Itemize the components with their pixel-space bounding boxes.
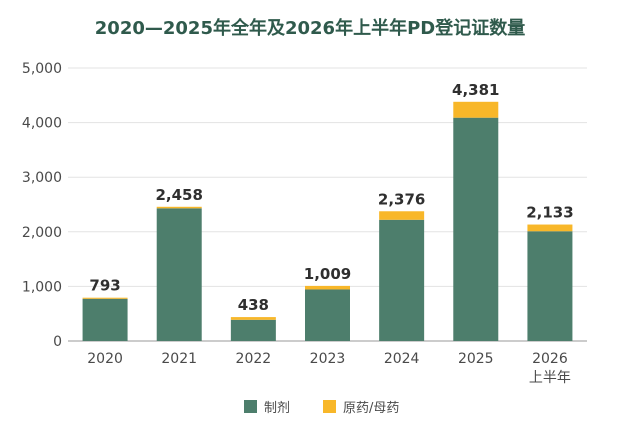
bar-formulation-4: [379, 219, 425, 341]
y-tick-label: 3,000: [22, 170, 62, 186]
bar-technical-6: [527, 224, 573, 232]
bars: [82, 101, 573, 341]
total-label: 793: [89, 277, 120, 295]
x-tick-label: 2024: [384, 351, 420, 367]
x-tick-label: 2020: [87, 351, 123, 367]
x-tick-label: 2023: [310, 351, 346, 367]
bar-formulation-5: [453, 117, 499, 341]
bar-formulation-6: [527, 231, 573, 341]
bar-technical-5: [453, 101, 499, 118]
y-tick-label: 2,000: [22, 225, 62, 241]
x-tick-label: 2026 上半年: [529, 351, 571, 386]
total-label: 4,381: [452, 81, 499, 99]
bar-technical-0: [82, 297, 128, 299]
total-label: 1,009: [304, 265, 351, 283]
x-axis: 2020 2021 2022 2023 2024 2025 2026 上半年: [87, 351, 571, 386]
legend-label-0: 制剂: [264, 401, 290, 416]
y-tick-label: 4,000: [22, 116, 62, 132]
total-label: 2,133: [526, 204, 573, 222]
y-tick-label: 0: [53, 334, 62, 350]
grid-lines: [68, 67, 587, 287]
legend: 制剂 原药/母药: [244, 400, 399, 416]
bar-technical-4: [379, 211, 425, 220]
y-axis: 0 1,000 2,000 3,000 4,000 5,000: [22, 61, 587, 350]
bar-formulation-0: [82, 298, 128, 341]
legend-label-1: 原药/母药: [343, 401, 399, 416]
y-tick-label: 1,000: [22, 279, 62, 295]
bar-formulation-3: [305, 289, 350, 341]
bar-technical-3: [305, 285, 350, 290]
y-tick-label: 5,000: [22, 61, 62, 77]
legend-swatch-1: [323, 400, 336, 413]
legend-swatch-0: [244, 400, 257, 413]
total-label: 2,376: [378, 190, 425, 208]
x-tick-label: 2021: [161, 351, 197, 367]
total-label: 2,458: [155, 186, 202, 204]
total-label: 438: [238, 296, 269, 314]
bar-formulation-1: [156, 208, 202, 341]
bar-technical-1: [156, 206, 202, 209]
data-labels: 793 2,458 438 1,009 2,376 4,381 2,133: [89, 81, 573, 314]
x-tick-label: 2025: [458, 351, 494, 367]
x-tick-label: 2022: [236, 351, 272, 367]
bar-formulation-2: [230, 319, 276, 341]
bar-technical-2: [230, 317, 276, 320]
chart-title: 2020—2025年全年及2026年上半年PD登记证数量: [95, 17, 525, 39]
